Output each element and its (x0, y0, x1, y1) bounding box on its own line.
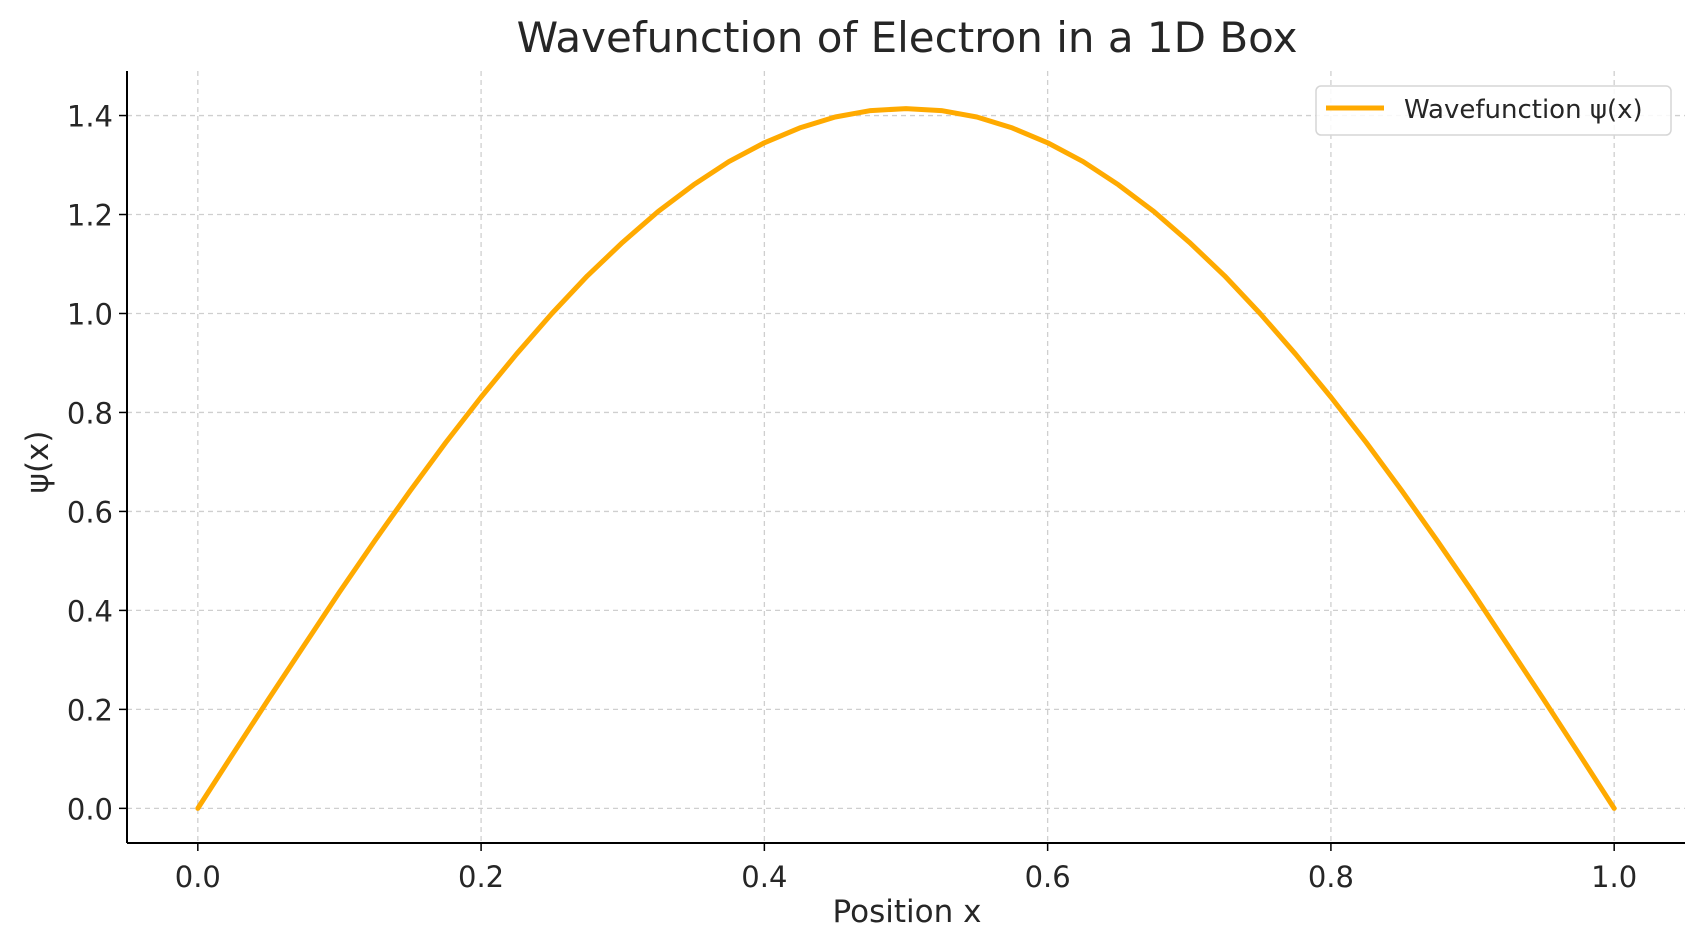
legend: Wavefunction ψ(x) (1315, 85, 1672, 136)
legend-frame (1315, 85, 1672, 136)
x-axis-label: Position x (833, 894, 982, 930)
y-tick-label: 0.0 (67, 792, 113, 826)
y-tick-label: 1.2 (67, 199, 113, 233)
x-tick-label: 1.0 (1591, 860, 1637, 894)
y-tick-label: 1.0 (67, 297, 113, 331)
grid (127, 71, 1685, 843)
series-line-wavefunction (195, 106, 1617, 811)
y-tick-label: 1.4 (67, 100, 113, 134)
y-tick-label: 0.8 (67, 396, 113, 430)
axes (126, 71, 1685, 844)
x-tick-label: 0.2 (458, 860, 504, 894)
y-tick-label: 0.6 (67, 495, 113, 529)
y-tick-label: 0.2 (67, 693, 113, 727)
y-ticks: 0.0 0.2 0.4 0.6 0.8 1.0 1.2 1.4 (67, 100, 127, 826)
y-axis-label: ψ(x) (20, 431, 56, 494)
x-tick-label: 0.0 (175, 860, 221, 894)
chart-title: Wavefunction of Electron in a 1D Box (517, 13, 1298, 62)
legend-entry-label: Wavefunction ψ(x) (1404, 95, 1643, 125)
x-tick-label: 0.8 (1308, 860, 1354, 894)
x-ticks: 0.0 0.2 0.4 0.6 0.8 1.0 (175, 843, 1637, 894)
x-tick-label: 0.4 (741, 860, 787, 894)
y-tick-label: 0.4 (67, 594, 113, 628)
x-tick-label: 0.6 (1025, 860, 1071, 894)
series (195, 106, 1617, 811)
